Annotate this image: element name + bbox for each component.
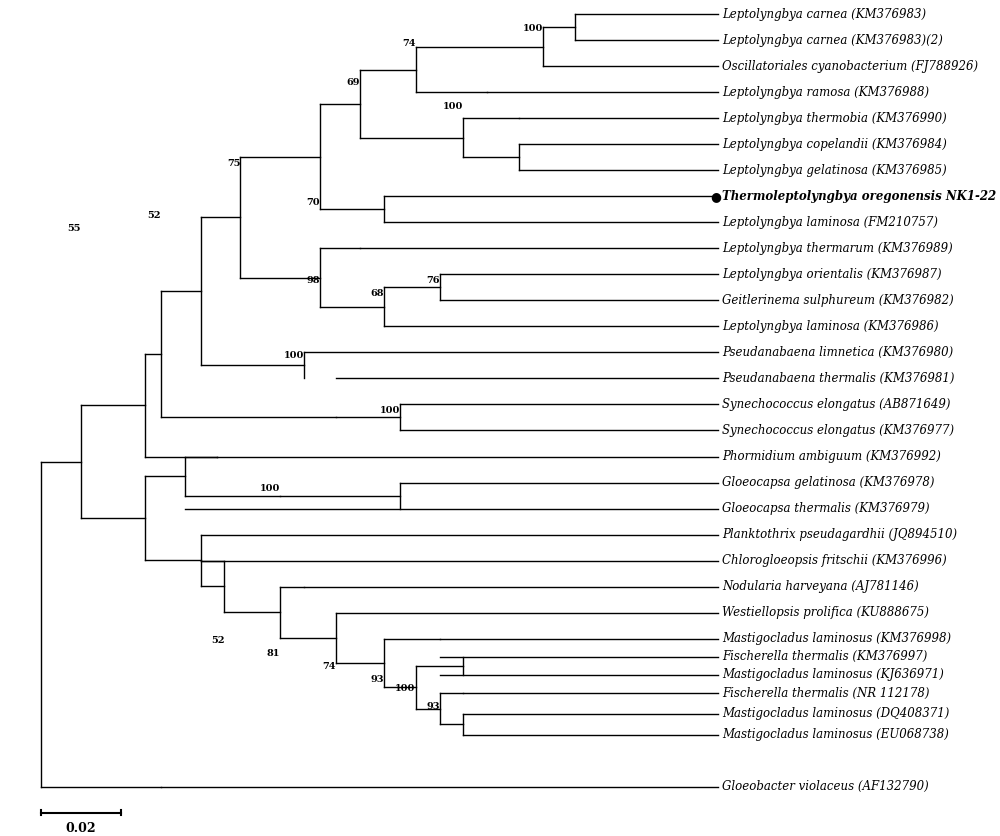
Text: 74: 74 — [323, 662, 336, 671]
Text: 100: 100 — [260, 484, 280, 493]
Text: 75: 75 — [227, 159, 240, 168]
Text: 100: 100 — [443, 102, 463, 110]
Text: Oscillatoriales cyanobacterium (FJ788926): Oscillatoriales cyanobacterium (FJ788926… — [722, 60, 979, 73]
Text: Gloeocapsa gelatinosa (KM376978): Gloeocapsa gelatinosa (KM376978) — [722, 476, 935, 489]
Text: ●: ● — [710, 190, 721, 203]
Text: Fischerella thermalis (NR 112178): Fischerella thermalis (NR 112178) — [722, 686, 930, 700]
Text: Synechococcus elongatus (AB871649): Synechococcus elongatus (AB871649) — [722, 398, 951, 411]
Text: 100: 100 — [395, 684, 416, 693]
Text: Nodularia harveyana (AJ781146): Nodularia harveyana (AJ781146) — [722, 580, 919, 593]
Text: Leptolyngbya ramosa (KM376988): Leptolyngbya ramosa (KM376988) — [722, 86, 930, 99]
Text: 52: 52 — [211, 636, 224, 645]
Text: 70: 70 — [306, 198, 320, 206]
Text: Planktothrix pseudagardhii (JQ894510): Planktothrix pseudagardhii (JQ894510) — [722, 528, 958, 541]
Text: Leptolyngbya carnea (KM376983)(2): Leptolyngbya carnea (KM376983)(2) — [722, 34, 943, 47]
Text: Mastigocladus laminosus (DQ408371): Mastigocladus laminosus (DQ408371) — [722, 707, 950, 721]
Text: Leptolyngbya thermobia (KM376990): Leptolyngbya thermobia (KM376990) — [722, 112, 947, 125]
Text: 52: 52 — [147, 211, 161, 220]
Text: 69: 69 — [346, 79, 360, 87]
Text: 0.02: 0.02 — [66, 822, 96, 835]
Text: 93: 93 — [370, 675, 384, 684]
Text: Gloeobacter violaceus (AF132790): Gloeobacter violaceus (AF132790) — [722, 780, 929, 793]
Text: Leptolyngbya thermarum (KM376989): Leptolyngbya thermarum (KM376989) — [722, 242, 953, 255]
Text: Mastigocladus laminosus (KM376998): Mastigocladus laminosus (KM376998) — [722, 632, 952, 645]
Text: Geitlerinema sulphureum (KM376982): Geitlerinema sulphureum (KM376982) — [722, 294, 954, 307]
Text: Leptolyngbya copelandii (KM376984): Leptolyngbya copelandii (KM376984) — [722, 138, 947, 151]
Text: Synechococcus elongatus (KM376977): Synechococcus elongatus (KM376977) — [722, 424, 955, 437]
Text: Leptolyngbya laminosa (KM376986): Leptolyngbya laminosa (KM376986) — [722, 320, 939, 333]
Text: 100: 100 — [379, 406, 400, 415]
Text: Chlorogloeopsis fritschii (KM376996): Chlorogloeopsis fritschii (KM376996) — [722, 554, 947, 567]
Text: 100: 100 — [284, 351, 304, 360]
Text: 74: 74 — [402, 39, 416, 48]
Text: 98: 98 — [307, 276, 320, 285]
Text: Fischerella thermalis (KM376997): Fischerella thermalis (KM376997) — [722, 650, 928, 663]
Text: 93: 93 — [426, 702, 440, 711]
Text: Leptolyngbya carnea (KM376983): Leptolyngbya carnea (KM376983) — [722, 8, 927, 21]
Text: Mastigocladus laminosus (KJ636971): Mastigocladus laminosus (KJ636971) — [722, 669, 944, 681]
Text: Pseudanabaena limnetica (KM376980): Pseudanabaena limnetica (KM376980) — [722, 346, 954, 359]
Text: Westiellopsis prolifica (KU888675): Westiellopsis prolifica (KU888675) — [722, 606, 929, 619]
Text: Pseudanabaena thermalis (KM376981): Pseudanabaena thermalis (KM376981) — [722, 372, 955, 385]
Text: Phormidium ambiguum (KM376992): Phormidium ambiguum (KM376992) — [722, 450, 941, 463]
Text: 76: 76 — [426, 276, 440, 285]
Text: Gloeocapsa thermalis (KM376979): Gloeocapsa thermalis (KM376979) — [722, 502, 930, 515]
Text: Leptolyngbya orientalis (KM376987): Leptolyngbya orientalis (KM376987) — [722, 268, 942, 281]
Text: 81: 81 — [267, 649, 280, 658]
Text: Thermoleptolyngbya oregonensis NK1-22: Thermoleptolyngbya oregonensis NK1-22 — [722, 190, 997, 203]
Text: 55: 55 — [68, 224, 81, 233]
Text: Leptolyngbya gelatinosa (KM376985): Leptolyngbya gelatinosa (KM376985) — [722, 164, 947, 177]
Text: 68: 68 — [370, 289, 384, 298]
Text: Mastigocladus laminosus (EU068738): Mastigocladus laminosus (EU068738) — [722, 728, 949, 742]
Text: Leptolyngbya laminosa (FM210757): Leptolyngbya laminosa (FM210757) — [722, 216, 938, 229]
Text: 100: 100 — [523, 23, 543, 33]
